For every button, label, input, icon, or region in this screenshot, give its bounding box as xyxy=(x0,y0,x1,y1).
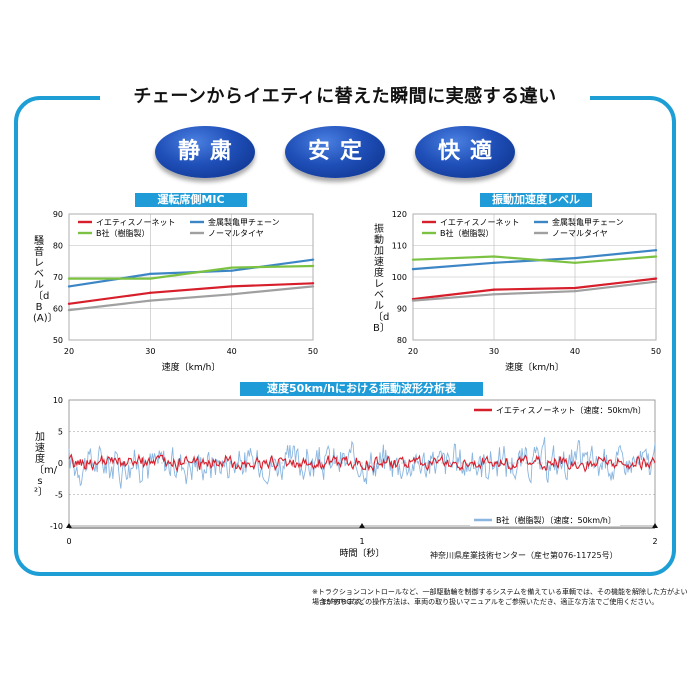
chart3-title: 速度50km/hにおける振動波形分析表 xyxy=(240,382,483,396)
chart1-title: 運転席側MIC xyxy=(135,193,247,207)
chart2-ylabel: 振動加速度レベル〔dB〕 xyxy=(373,224,390,334)
footnote-1: ※トラクションコントロールなど、一部駆動輪を制御するシステムを備えている車輌では… xyxy=(312,588,688,606)
headline: チェーンからイエティに替えた瞬間に実感する違い xyxy=(100,84,590,110)
source-credit: 神奈川県産業技術センター（産セ第076-11725号） xyxy=(430,551,618,560)
footnote-2: ESP/TRCなどの操作方法は、車両の取り扱いマニュアルをご参照いただき、適正な… xyxy=(322,598,659,606)
chart2-title: 振動加速度レベル xyxy=(480,193,592,207)
badge-quiet: 静粛 xyxy=(155,126,255,178)
chart1-ylabel: 騒音レベル〔dB(A)〕 xyxy=(33,236,58,324)
badge-comfort: 快適 xyxy=(415,126,515,178)
badge-stable: 安定 xyxy=(285,126,385,178)
chart3-ylabel: 加速度〔m/s²〕 xyxy=(34,432,58,498)
